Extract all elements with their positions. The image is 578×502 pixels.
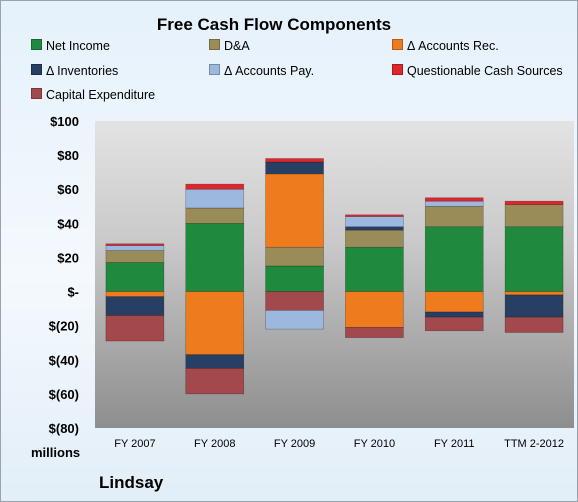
bar-fy-2010-questionable-cash-sources <box>345 214 404 217</box>
bar-fy-2009-inventories <box>265 161 324 175</box>
bar-ttm-2-2012-accounts-rec <box>504 291 564 296</box>
y-tick-label: $40 <box>57 216 79 231</box>
legend-label-d-and-a: D&A <box>224 39 250 53</box>
legend-label-capital-expenditure: Capital Expenditure <box>46 88 156 102</box>
bar-fy-2011-accounts-rec <box>424 291 484 313</box>
bar-fy-2007-questionable-cash-sources <box>105 243 165 246</box>
bar-fy-2011-questionable-cash-sources <box>424 197 484 202</box>
bar-ttm-2-2012-questionable-cash-sources <box>504 200 564 205</box>
x-tick-label: FY 2009 <box>274 438 315 450</box>
legend-item-capital-expenditure: Capital Expenditure <box>31 88 155 102</box>
bar-fy-2009-accounts-rec <box>265 173 324 248</box>
bar-fy-2011-accounts-pay <box>424 200 484 207</box>
y-tick-label: $100 <box>50 114 79 129</box>
bar-fy-2011-inventories <box>424 311 484 318</box>
unit-label: millions <box>31 445 81 460</box>
bar-fy-2007-capital-expenditure <box>105 315 165 342</box>
bar-fy-2010-net-income <box>345 246 404 292</box>
y-tick-label: $(40) <box>49 353 79 368</box>
legend-swatch-capital-expenditure <box>31 88 42 99</box>
bar-fy-2008-capital-expenditure <box>185 368 245 395</box>
bar-fy-2010-inventories <box>345 226 404 231</box>
legend-label-accounts-pay: Δ Accounts Pay. <box>224 64 315 78</box>
y-axis: $100 $80 $60 $40 $20 $- $(20) $(40) $(60) $(80) <box>49 114 79 436</box>
bar-ttm-2-2012-net-income <box>504 226 564 292</box>
bar-fy-2008-inventories <box>185 354 245 369</box>
bar-fy-2011-capital-expenditure <box>424 316 484 332</box>
y-tick-label: $80 <box>57 148 79 163</box>
y-tick-label: $(80) <box>49 421 79 436</box>
y-tick-label: $- <box>67 285 79 300</box>
legend-item-d-and-a: D&A <box>209 39 250 53</box>
bar-fy-2007-accounts-rec <box>105 291 165 297</box>
legend-label-inventories: Δ Inventories <box>46 64 119 78</box>
legend-swatch-questionable-cash <box>392 64 403 75</box>
bars-layer <box>105 158 564 395</box>
bar-fy-2011-net-income <box>424 226 484 292</box>
y-tick-label: $60 <box>57 182 79 197</box>
legend-swatch-d-and-a <box>209 39 220 50</box>
bar-ttm-2-2012-inventories <box>504 294 564 318</box>
legend-item-accounts-pay: Δ Accounts Pay. <box>209 64 314 78</box>
x-tick-label: FY 2007 <box>114 438 155 450</box>
y-tick-label: $(20) <box>49 319 79 334</box>
bar-fy-2008-d-a <box>185 207 245 224</box>
chart-title: Free Cash Flow Components <box>156 15 392 34</box>
bar-fy-2009-capital-expenditure <box>265 291 324 311</box>
legend-label-questionable-cash: Questionable Cash Sources <box>407 64 563 78</box>
legend-swatch-accounts-pay <box>209 64 220 75</box>
x-tick-label: FY 2008 <box>194 438 235 450</box>
bar-ttm-2-2012-capital-expenditure <box>504 316 564 333</box>
bar-fy-2010-accounts-rec <box>345 291 404 328</box>
legend-item-accounts-rec: Δ Accounts Rec. <box>392 39 499 53</box>
plot-area <box>95 121 574 428</box>
bar-fy-2009-accounts-pay <box>265 310 324 330</box>
legend-swatch-net-income <box>31 39 42 50</box>
x-tick-label: FY 2011 <box>434 438 475 450</box>
company-label: Lindsay <box>99 473 164 492</box>
legend-item-net-income: Net Income <box>31 39 110 53</box>
x-tick-label: TTM 2-2012 <box>504 438 564 450</box>
bar-fy-2007-accounts-pay <box>105 245 165 251</box>
bar-fy-2010-capital-expenditure <box>345 327 404 338</box>
bar-fy-2009-net-income <box>265 265 324 292</box>
bar-fy-2010-d-a <box>345 229 404 248</box>
y-tick-label: $(60) <box>49 387 79 402</box>
bar-ttm-2-2012-d-a <box>504 204 564 228</box>
bar-fy-2008-accounts-pay <box>185 188 245 209</box>
x-axis: FY 2007 FY 2008 FY 2009 FY 2010 FY 2011 TTM 2… <box>114 438 564 450</box>
bar-fy-2007-inventories <box>105 296 165 316</box>
bar-fy-2010-accounts-pay <box>345 216 404 228</box>
bar-fy-2008-accounts-rec <box>185 291 245 355</box>
legend-swatch-inventories <box>31 64 42 75</box>
bar-fy-2007-d-a <box>105 250 165 263</box>
legend-label-accounts-rec: Δ Accounts Rec. <box>407 39 499 53</box>
bar-fy-2008-questionable-cash-sources <box>185 183 245 190</box>
legend-item-questionable-cash: Questionable Cash Sources <box>392 64 563 78</box>
bar-fy-2007-net-income <box>105 262 165 292</box>
bar-fy-2011-d-a <box>424 205 484 228</box>
bar-fy-2008-net-income <box>185 223 245 292</box>
legend-swatch-accounts-rec <box>392 39 403 50</box>
legend-label-net-income: Net Income <box>46 39 110 53</box>
bar-fy-2009-d-a <box>265 246 324 267</box>
y-tick-label: $20 <box>57 250 79 265</box>
bar-fy-2009-questionable-cash-sources <box>265 158 324 163</box>
legend-item-inventories: Δ Inventories <box>31 64 118 78</box>
x-tick-label: FY 2010 <box>354 438 395 450</box>
